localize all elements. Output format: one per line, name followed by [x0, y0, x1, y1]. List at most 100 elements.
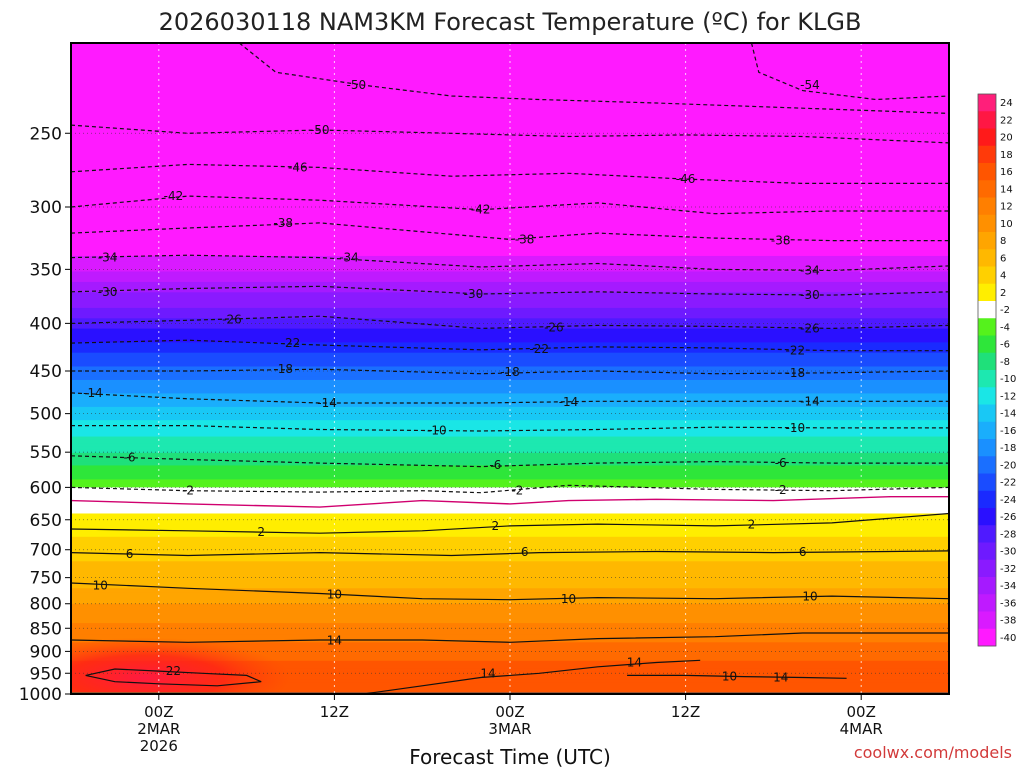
- colorbar-swatch: [978, 525, 996, 543]
- colorbar-label: -18: [1000, 443, 1016, 454]
- x-tick-label: 12Z: [320, 703, 349, 721]
- colorbar-label: -14: [1000, 409, 1016, 420]
- isotherm-label: -42: [164, 189, 184, 203]
- isotherm-label: 2: [748, 518, 756, 532]
- isotherm-label: -26: [544, 320, 564, 334]
- x-tick-label: 00Z 3MAR: [488, 703, 531, 738]
- colorbar-label: 12: [1000, 202, 1013, 213]
- isotherm-line: [71, 512, 949, 534]
- colorbar-label: 4: [1000, 271, 1006, 282]
- temperature-band: [71, 321, 949, 326]
- temperature-band: [71, 349, 949, 354]
- temperature-band: [71, 609, 949, 613]
- freezing-isotherm-line: [71, 496, 949, 508]
- colorbar: 24 22 20 18 16 14 12 10 8 6 4 2 -2 -4 -6 -8 -10 -12 -14 -16…: [977, 93, 1016, 647]
- colorbar-swatch: [978, 473, 996, 492]
- colorbar-swatch: [978, 180, 996, 198]
- temperature-band: [71, 433, 949, 438]
- isotherm-label: -2: [775, 483, 787, 497]
- temperature-band: [71, 328, 949, 333]
- colorbar-label: 8: [1000, 236, 1006, 247]
- temperature-band: [71, 623, 949, 627]
- isotherm-label: -14: [317, 396, 337, 410]
- temperature-band: [71, 479, 949, 482]
- isotherm-label: -14: [559, 395, 579, 409]
- temperature-band: [71, 307, 949, 314]
- colorbar-swatch: [978, 456, 996, 474]
- isotherm-label: -18: [786, 366, 806, 380]
- y-tick-label: 900: [30, 642, 62, 662]
- x-tick-label-line: 2MAR: [137, 720, 180, 738]
- isotherm-label: -18: [500, 365, 520, 379]
- temperature-band: [71, 541, 949, 546]
- colorbar-label: -22: [1000, 478, 1016, 489]
- colorbar-swatch: [978, 111, 996, 129]
- isotherm-label: -26: [800, 321, 820, 335]
- temperature-band: [71, 459, 949, 462]
- temperature-band: [71, 628, 949, 632]
- colorbar-label: -4: [1000, 322, 1010, 333]
- isotherm-label-layer: -50 -54 -50 -46 -46 -42 -42 -38 -38 -38 -34 -34 -34 -…: [83, 78, 820, 684]
- isotherm-label: -10: [427, 423, 447, 437]
- temperature-band: [71, 565, 949, 570]
- isotherm-label: 6: [521, 545, 529, 559]
- x-tick-label-line: 00Z: [847, 703, 876, 721]
- temperature-band: [71, 465, 949, 468]
- colorbar-label: 24: [1000, 98, 1013, 109]
- isotherm-line: [238, 43, 949, 114]
- isotherm-label: 14: [327, 633, 342, 647]
- colorbar-label: -40: [1000, 633, 1016, 644]
- y-tick-label: 300: [30, 198, 62, 218]
- colorbar-swatch: [978, 352, 996, 371]
- colorbar-swatch: [978, 249, 996, 267]
- site-credit: coolwx.com/models: [854, 743, 1012, 762]
- y-axis-ticks: 250 300 350 400 450 500 550 600 650 700 750 800 850 9…: [19, 124, 71, 705]
- isotherm-line: [750, 43, 949, 101]
- y-tick-label: 950: [30, 664, 62, 684]
- temperature-band: [71, 403, 949, 408]
- temperature-band: [71, 158, 949, 174]
- isotherm-label: -6: [489, 458, 501, 472]
- temperature-band: [71, 521, 949, 525]
- temperature-band: [71, 539, 949, 543]
- temperature-band: [71, 338, 949, 343]
- isotherm-label: 10: [93, 579, 108, 593]
- isotherm-label: -50: [347, 78, 367, 92]
- isotherm-label: -30: [464, 287, 484, 301]
- colorbar-label: 22: [1000, 115, 1013, 126]
- colorbar-swatch: [978, 283, 996, 302]
- isotherm-label: 14: [480, 666, 495, 680]
- temperature-band: [71, 531, 949, 535]
- temperature-band: [71, 580, 949, 585]
- temperature-band: [71, 410, 949, 415]
- temperature-band: [71, 645, 949, 651]
- isotherm-label: -22: [529, 342, 549, 356]
- colorbar-swatch: [978, 318, 996, 336]
- colorbar-swatch: [978, 594, 996, 612]
- isotherm-label: -18: [273, 362, 293, 376]
- temperature-band: [71, 572, 949, 578]
- colorbar-label: -38: [1000, 616, 1016, 627]
- isotherm-label: 2: [257, 525, 265, 539]
- temperature-band: [71, 664, 949, 669]
- x-tick-label: 00Z 4MAR: [840, 703, 883, 738]
- y-tick-label: 850: [30, 619, 62, 639]
- isotherm-line: [71, 632, 949, 643]
- colorbar-label: -34: [1000, 581, 1016, 592]
- colorbar-swatch: [978, 628, 996, 647]
- isotherm-label: 22: [166, 664, 181, 678]
- temperature-band: [71, 596, 949, 601]
- isotherm-label: -14: [83, 386, 103, 400]
- isotherm-label: -22: [281, 336, 301, 350]
- temperature-band: [71, 491, 949, 494]
- isotherm-label: -30: [98, 285, 118, 299]
- temperature-band: [71, 679, 949, 684]
- y-tick-label: 250: [30, 124, 62, 144]
- isotherm-label: 6: [126, 547, 134, 561]
- colorbar-frame: [977, 93, 997, 647]
- isotherm-line: [363, 659, 701, 694]
- temperature-band: [71, 406, 949, 411]
- y-tick-label: 1000: [19, 685, 62, 705]
- temperature-band: [71, 430, 949, 434]
- temperature-band: [71, 625, 949, 630]
